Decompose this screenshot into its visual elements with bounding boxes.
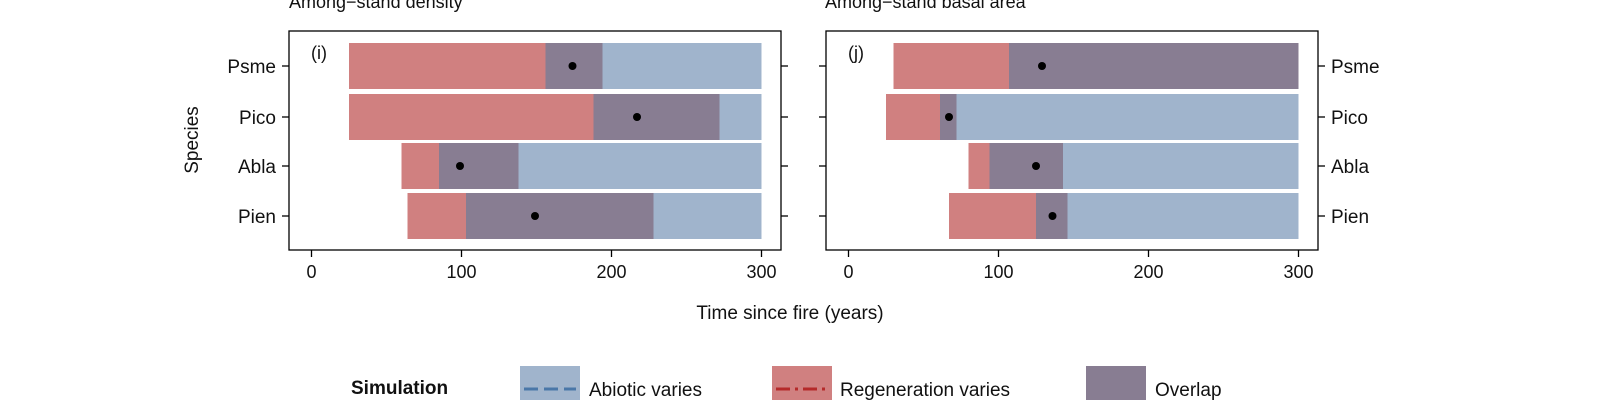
panel-label: (i) — [311, 43, 327, 63]
x-tick-label: 300 — [1283, 262, 1313, 282]
bar-abiotic-pien — [653, 193, 762, 239]
bar-regeneration-pien — [949, 193, 1036, 239]
x-tick-label: 200 — [1133, 262, 1163, 282]
legend-swatch-regeneration — [772, 366, 832, 400]
bar-abiotic-abla — [518, 143, 762, 189]
bar-regeneration-abla — [968, 143, 990, 189]
y-tick-label-abla: Abla — [238, 157, 276, 178]
x-axis-label: Time since fire (years) — [696, 303, 883, 324]
point-abla — [456, 162, 464, 170]
point-pien — [1048, 212, 1057, 220]
bar-regeneration-pico — [349, 94, 594, 140]
bar-regeneration-psme — [349, 43, 546, 89]
point-pico — [633, 113, 641, 121]
bar-abiotic-abla — [1063, 143, 1299, 189]
point-abla — [1032, 162, 1040, 170]
y-axis-label: Species — [182, 106, 203, 174]
panel-basal-area: 0 100 200 300 Psme Pico Abla Pien (j) — [819, 30, 1380, 282]
bar-abiotic-pico — [719, 94, 762, 140]
panel-title-basal-area: Among−stand basal area — [825, 0, 1027, 12]
bar-abiotic-pien — [1067, 193, 1299, 239]
bar-abiotic-psme — [602, 43, 762, 89]
y-tick-label-pico: Pico — [239, 108, 276, 129]
y-tick-label-pien: Pien — [1331, 207, 1369, 228]
panel-title-density: Among−stand density — [289, 0, 463, 12]
panel-label: (j) — [848, 43, 864, 63]
plot-frame — [288, 30, 782, 251]
y-tick-label-abla: Abla — [1331, 157, 1369, 178]
point-psme — [1038, 62, 1046, 70]
x-tick-label: 100 — [983, 262, 1013, 282]
panel-density: 0 100 200 300 Psme Pico Abla Pien (i) — [227, 30, 788, 282]
bar-regeneration-pico — [886, 94, 940, 140]
legend-label-regeneration: Regeneration varies — [840, 380, 1010, 400]
legend-swatch-abiotic — [520, 366, 580, 400]
y-tick-label-pico: Pico — [1331, 108, 1368, 129]
bar-overlap-pien — [466, 193, 654, 239]
legend-title: Simulation — [351, 378, 448, 399]
y-tick-label-pien: Pien — [238, 207, 276, 228]
y-tick-label-psme: Psme — [227, 57, 276, 78]
legend-label-abiotic: Abiotic varies — [589, 380, 702, 400]
bar-overlap-abla — [439, 143, 519, 189]
x-tick-label: 100 — [446, 262, 476, 282]
x-tick-label: 300 — [746, 262, 776, 282]
x-tick-label: 0 — [306, 262, 316, 282]
bar-regeneration-psme — [893, 43, 1009, 89]
plot-frame — [825, 30, 1319, 251]
legend-swatch-overlap — [1086, 366, 1146, 400]
bar-regeneration-abla — [401, 143, 439, 189]
bar-abiotic-pico — [956, 94, 1299, 140]
x-tick-label: 200 — [596, 262, 626, 282]
y-tick-label-psme: Psme — [1331, 57, 1380, 78]
bar-overlap-psme — [1009, 43, 1299, 89]
x-tick-label: 0 — [843, 262, 853, 282]
legend: Simulation Abiotic varies Regeneration v… — [351, 366, 1222, 400]
point-pico — [945, 113, 953, 121]
bar-regeneration-pien — [407, 193, 466, 239]
bar-overlap-abla — [989, 143, 1063, 189]
legend-label-overlap: Overlap — [1155, 380, 1222, 400]
bar-overlap-pico — [593, 94, 720, 140]
point-pien — [531, 212, 539, 220]
point-psme — [568, 62, 577, 70]
